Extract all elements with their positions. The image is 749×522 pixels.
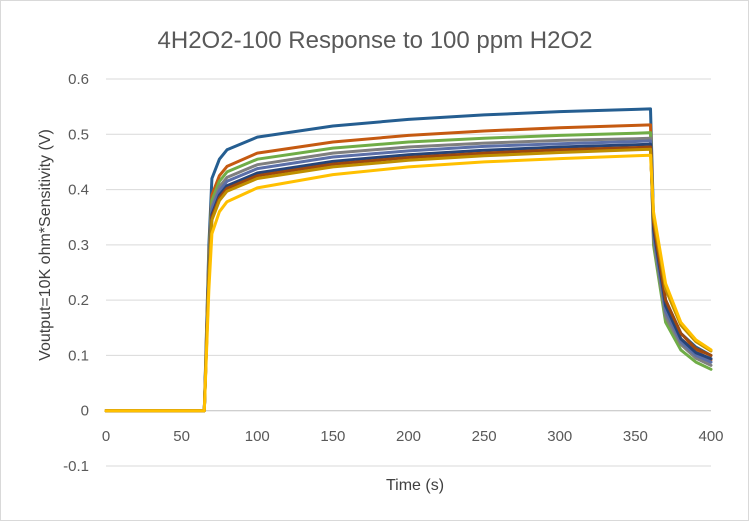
x-tick-label: 150	[320, 428, 345, 445]
y-tick-label: 0.3	[68, 237, 89, 254]
y-tick-label: 0.2	[68, 292, 89, 309]
x-tick-label: 350	[623, 428, 648, 445]
series-line-7	[104, 145, 713, 413]
x-tick-labels: 0 50 100 150 200 250 300 350 400	[102, 428, 724, 445]
series-line-5	[104, 139, 713, 413]
x-tick-label: 300	[547, 428, 572, 445]
series-lines	[104, 107, 713, 413]
series-line-3	[104, 131, 713, 413]
y-tick-label: 0.5	[68, 126, 89, 143]
x-tick-label: 100	[245, 428, 270, 445]
y-tick-label: 0.4	[68, 182, 89, 199]
y-axis-label: Voutput=10K ohm*Sensitivity (V)	[37, 129, 54, 361]
x-axis-label: Time (s)	[386, 477, 444, 494]
y-tick-label: -0.1	[63, 458, 89, 475]
x-tick-label: 50	[173, 428, 190, 445]
x-tick-label: 200	[396, 428, 421, 445]
y-tick-label: 0	[81, 403, 89, 420]
x-tick-label: 0	[102, 428, 110, 445]
series-line-9	[104, 153, 713, 413]
series-line-8	[104, 147, 713, 413]
series-line-4	[104, 136, 713, 413]
chart-title: 4H2O2-100 Response to 100 ppm H2O2	[158, 27, 593, 54]
series-line-6	[104, 142, 713, 413]
y-tick-label: 0.1	[68, 347, 89, 364]
x-tick-label: 250	[472, 428, 497, 445]
y-tick-labels: -0.1 0 0.1 0.2 0.3 0.4 0.5 0.6	[63, 71, 89, 475]
gridlines	[106, 78, 711, 467]
y-tick-label: 0.6	[68, 71, 89, 88]
x-tick-label: 400	[698, 428, 723, 445]
